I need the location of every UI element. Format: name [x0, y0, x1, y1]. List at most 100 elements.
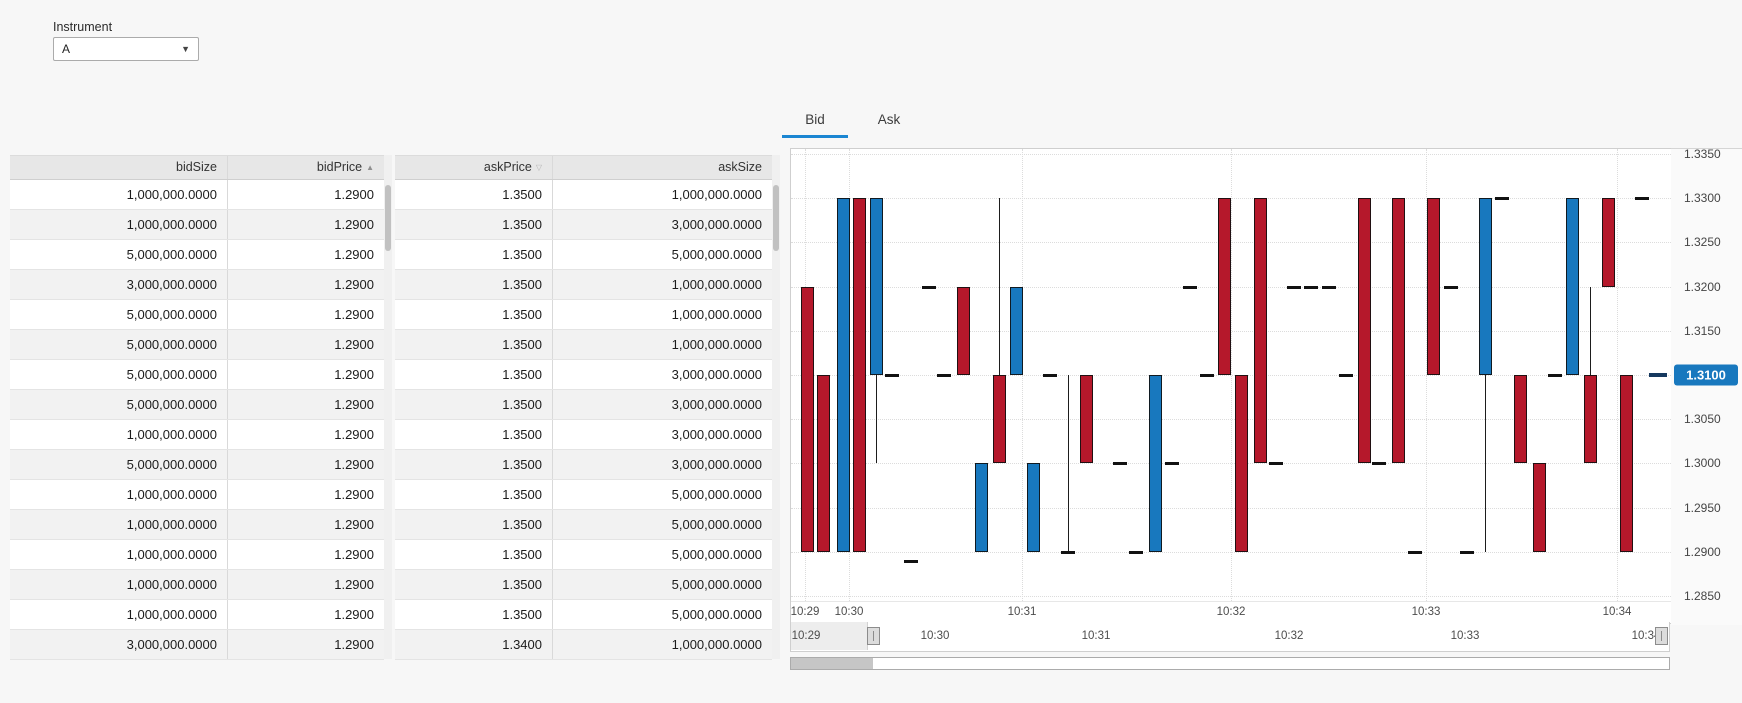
chart-range-navigator[interactable]: 10:29 10:30 10:31 10:32 10:33 10:34: [790, 622, 1670, 652]
cell-askSize: 5,000,000.0000: [671, 607, 762, 622]
table-row[interactable]: 1.3500 5,000,000.0000: [395, 480, 772, 510]
y-axis-tick-label: 1.3050: [1684, 412, 1721, 426]
table-row[interactable]: 1.3500 1,000,000.0000: [395, 270, 772, 300]
table-row[interactable]: 1.3500 3,000,000.0000: [395, 450, 772, 480]
doji-candle: [1129, 551, 1143, 554]
cell-askSize: 3,000,000.0000: [671, 457, 762, 472]
table-row[interactable]: 5,000,000.0000 1.2900: [10, 390, 384, 420]
cell-bidSize: 1,000,000.0000: [10, 510, 228, 539]
table-row[interactable]: 1.3500 5,000,000.0000: [395, 570, 772, 600]
y-axis-tick-label: 1.3300: [1684, 191, 1721, 205]
cell-askPrice: 1.3500: [395, 270, 553, 299]
table-row[interactable]: 1,000,000.0000 1.2900: [10, 570, 384, 600]
down-candle: [853, 198, 866, 552]
table-row[interactable]: 5,000,000.0000 1.2900: [10, 450, 384, 480]
doji-candle: [1372, 462, 1386, 465]
cell-askPrice: 1.3500: [395, 510, 553, 539]
table-row[interactable]: 1.3500 5,000,000.0000: [395, 510, 772, 540]
cell-askPrice: 1.3500: [395, 180, 553, 209]
cell-askSize: 5,000,000.0000: [671, 517, 762, 532]
table-row[interactable]: 1.3500 1,000,000.0000: [395, 300, 772, 330]
navigator-left-handle[interactable]: [867, 627, 880, 645]
table-row[interactable]: 5,000,000.0000 1.2900: [10, 240, 384, 270]
tab-bid[interactable]: Bid: [778, 100, 852, 138]
table-row[interactable]: 5,000,000.0000 1.2900: [10, 330, 384, 360]
cell-askPrice: 1.3500: [395, 390, 553, 419]
down-candle: [1235, 375, 1248, 552]
table-row[interactable]: 5,000,000.0000 1.2900: [10, 300, 384, 330]
x-axis-tick-label: 10:34: [1602, 606, 1632, 618]
candle-wick: [999, 198, 1000, 463]
doji-candle: [1304, 286, 1318, 289]
ask-scrollbar-thumb[interactable]: [773, 185, 779, 251]
instrument-dropdown[interactable]: A ▼: [53, 37, 199, 61]
navigator-tick-label: 10:34: [1631, 630, 1661, 642]
cell-bidPrice: 1.2900: [334, 607, 374, 622]
table-row[interactable]: 1.3500 3,000,000.0000: [395, 390, 772, 420]
cell-bidSize: 1,000,000.0000: [10, 540, 228, 569]
candle-wick: [1485, 198, 1486, 552]
chart-y-axis: 1.3350 1.3300 1.3250 1.3200 1.3150 1.3100 1.30…: [1671, 147, 1742, 625]
chart-h-scrollbar[interactable]: [790, 657, 1670, 670]
y-axis-tick-label: 1.2900: [1684, 545, 1721, 559]
chart-plot-area[interactable]: [791, 149, 1671, 601]
table-row[interactable]: 1.3500 1,000,000.0000: [395, 330, 772, 360]
candlestick-chart: 10:29 10:30 10:31 10:32 10:33 10:34: [790, 148, 1672, 624]
table-row[interactable]: 1.3500 5,000,000.0000: [395, 600, 772, 630]
column-header-bidPrice[interactable]: bidPrice ▲: [316, 160, 374, 174]
chart-h-scrollbar-thumb[interactable]: [791, 658, 873, 669]
table-row[interactable]: 1.3400 1,000,000.0000: [395, 630, 772, 660]
table-row[interactable]: 3,000,000.0000 1.2900: [10, 630, 384, 660]
table-row[interactable]: 1.3500 3,000,000.0000: [395, 360, 772, 390]
current-price-badge: 1.3100: [1674, 364, 1738, 386]
table-row[interactable]: 1.3500 1,000,000.0000: [395, 180, 772, 210]
down-candle: [1080, 375, 1093, 463]
table-row[interactable]: 1,000,000.0000 1.2900: [10, 480, 384, 510]
tab-ask[interactable]: Ask: [877, 111, 901, 127]
up-candle: [837, 198, 850, 552]
up-candle: [1479, 198, 1492, 375]
column-header-bidSize[interactable]: bidSize: [10, 156, 228, 179]
table-row[interactable]: 1.3500 3,000,000.0000: [395, 210, 772, 240]
doji-candle: [1460, 551, 1474, 554]
cell-askSize: 1,000,000.0000: [671, 337, 762, 352]
navigator-right-handle[interactable]: [1655, 627, 1668, 645]
table-row[interactable]: 1.3500 3,000,000.0000: [395, 420, 772, 450]
cell-bidPrice: 1.2900: [334, 277, 374, 292]
table-row[interactable]: 1,000,000.0000 1.2900: [10, 180, 384, 210]
table-row[interactable]: 1,000,000.0000 1.2900: [10, 420, 384, 450]
table-row[interactable]: 1.3500 5,000,000.0000: [395, 540, 772, 570]
ask-table-scrollbar[interactable]: [772, 155, 780, 659]
cell-askSize: 5,000,000.0000: [671, 487, 762, 502]
cell-askPrice: 1.3500: [395, 570, 553, 599]
cell-askPrice: 1.3500: [395, 330, 553, 359]
table-row[interactable]: 1,000,000.0000 1.2900: [10, 540, 384, 570]
down-candle: [1218, 198, 1231, 375]
column-header-askPrice[interactable]: askPrice ▽: [395, 156, 553, 179]
down-candle: [1584, 375, 1597, 463]
table-row[interactable]: 1,000,000.0000 1.2900: [10, 210, 384, 240]
table-row[interactable]: 1.3500 5,000,000.0000: [395, 240, 772, 270]
bid-scrollbar-thumb[interactable]: [385, 185, 391, 251]
table-row[interactable]: 1,000,000.0000 1.2900: [10, 510, 384, 540]
cell-askPrice: 1.3500: [395, 480, 553, 509]
cell-askPrice: 1.3500: [395, 450, 553, 479]
table-row[interactable]: 3,000,000.0000 1.2900: [10, 270, 384, 300]
cell-bidPrice: 1.2900: [334, 517, 374, 532]
bid-table: bidSize bidPrice ▲ 1,000,000.0000 1.2900 1,00…: [10, 155, 384, 660]
cell-bidPrice: 1.2900: [334, 547, 374, 562]
v-gridline: [1022, 149, 1023, 601]
cell-askPrice: 1.3500: [395, 300, 553, 329]
doji-candle: [1322, 286, 1336, 289]
down-candle: [1514, 375, 1527, 463]
bid-table-scrollbar[interactable]: [384, 155, 392, 659]
doji-candle: [1339, 374, 1353, 377]
table-header-row: askPrice ▽ askSize: [395, 156, 772, 180]
cell-bidSize: 5,000,000.0000: [10, 300, 228, 329]
up-candle: [870, 198, 883, 375]
column-header-askSize[interactable]: askSize: [718, 160, 762, 174]
cell-askPrice: 1.3500: [395, 420, 553, 449]
cell-askSize: 1,000,000.0000: [671, 307, 762, 322]
table-row[interactable]: 5,000,000.0000 1.2900: [10, 360, 384, 390]
table-row[interactable]: 1,000,000.0000 1.2900: [10, 600, 384, 630]
